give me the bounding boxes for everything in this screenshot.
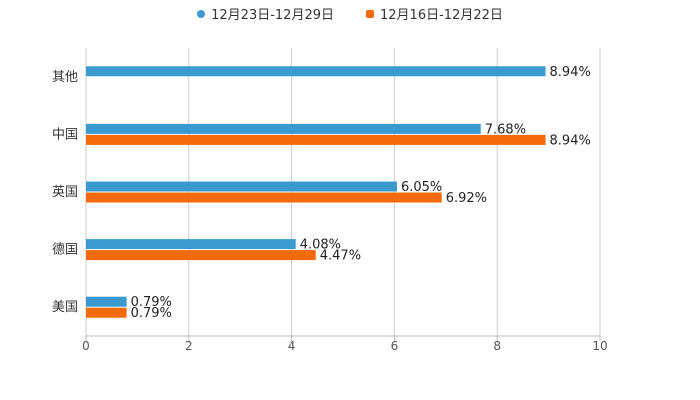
x-tick-label-1: 2 xyxy=(185,339,193,353)
bar-0-2[interactable] xyxy=(86,181,397,192)
bar-0-1[interactable] xyxy=(86,123,481,134)
x-tick-label-2: 4 xyxy=(288,339,296,353)
x-tick-label-3: 6 xyxy=(391,339,399,353)
y-category-label-2: 英国 xyxy=(52,185,78,200)
y-category-label-0: 其他 xyxy=(52,70,78,85)
data-label-1-4: 0.79% xyxy=(131,306,172,321)
legend-item-series-1[interactable]: 12月16日-12月22日 xyxy=(366,4,503,23)
x-tick-label-4: 8 xyxy=(493,339,501,353)
bar-0-3[interactable] xyxy=(86,239,296,250)
legend-square-icon xyxy=(366,9,374,18)
y-category-label-3: 德国 xyxy=(52,243,78,258)
data-label-0-2: 6.05% xyxy=(401,180,442,195)
data-label-1-1: 8.94% xyxy=(550,133,591,148)
bar-0-0[interactable] xyxy=(86,66,546,77)
data-label-0-3: 4.08% xyxy=(300,238,341,253)
y-category-label-4: 美国 xyxy=(52,300,78,315)
legend-dot-icon xyxy=(197,9,206,18)
data-label-0-0: 8.94% xyxy=(550,65,591,80)
bar-1-2[interactable] xyxy=(86,192,442,203)
bar-1-1[interactable] xyxy=(86,134,546,145)
data-label-1-3: 4.47% xyxy=(320,249,361,264)
legend-label-series-1: 12月16日-12月22日 xyxy=(380,8,503,23)
x-tick-label-0: 0 xyxy=(82,339,90,353)
y-category-label-1: 中国 xyxy=(52,127,78,142)
bar-1-4[interactable] xyxy=(86,307,127,318)
legend-label-series-0: 12月23日-12月29日 xyxy=(211,8,334,23)
data-label-0-4: 0.79% xyxy=(131,295,172,310)
bar-1-3[interactable] xyxy=(86,250,316,261)
legend-item-series-0[interactable]: 12月23日-12月29日 xyxy=(197,4,334,23)
legend: 12月23日-12月29日 12月16日-12月22日 xyxy=(0,4,700,23)
bar-0-4[interactable] xyxy=(86,296,127,307)
data-label-0-1: 7.68% xyxy=(485,122,526,137)
x-tick-label-5: 10 xyxy=(592,339,607,353)
data-label-1-2: 6.92% xyxy=(446,191,487,206)
